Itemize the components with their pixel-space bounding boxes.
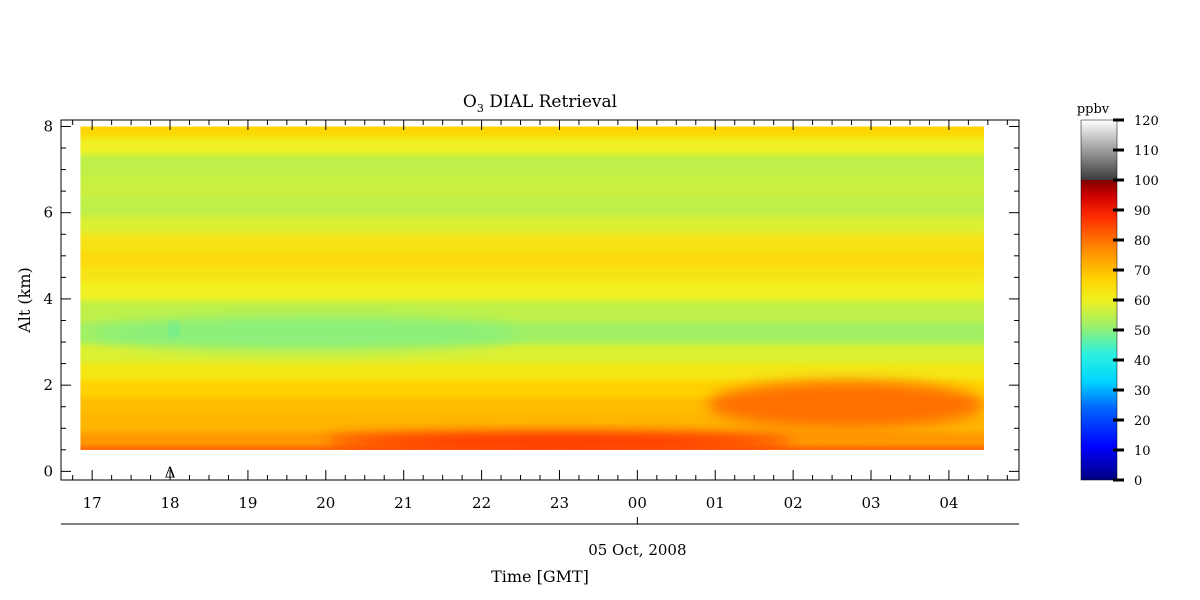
x-tick-label: 02: [784, 494, 803, 512]
y-tick-label: 4: [43, 290, 53, 308]
date-label: 05 Oct, 2008: [588, 541, 686, 559]
colorbar-tick-label: 10: [1134, 444, 1151, 459]
colorbar-unit: ppbv: [1077, 102, 1110, 117]
y-tick-label: 0: [43, 462, 53, 480]
y-axis-label: Alt (km): [15, 267, 34, 334]
colorbar-tick-label: 50: [1134, 324, 1151, 339]
colorbar-tick-label: 110: [1134, 144, 1159, 159]
y-axis-ticks: 0 2 4 6 8: [43, 117, 1019, 480]
x-tick-label: 23: [550, 494, 569, 512]
field-features: [92, 316, 984, 450]
colorbar-ticks: 0 10 20 30 40 50 60 70 80 90 100 110 120: [1113, 114, 1159, 489]
colorbar-tick-label: 100: [1134, 174, 1159, 189]
field-band: [80, 126, 984, 137]
chart-title: O3 DIAL Retrieval: [463, 92, 617, 115]
x-tick-label: 19: [238, 494, 257, 512]
x-tick-label: 22: [472, 494, 491, 512]
field-feature: [92, 316, 521, 351]
x-axis-label: Time [GMT]: [491, 567, 589, 586]
colorbar-tick-label: 20: [1134, 414, 1151, 429]
x-tick-label: 03: [861, 494, 880, 512]
x-tick-label: 01: [706, 494, 725, 512]
ozone-field: [80, 126, 984, 450]
y-tick-label: 6: [43, 204, 53, 222]
colorbar-tick-label: 30: [1134, 384, 1151, 399]
x-tick-label: 00: [628, 494, 647, 512]
x-tick-label: 04: [939, 494, 958, 512]
colorbar-tick-label: 60: [1134, 294, 1151, 309]
y-tick-label: 8: [43, 117, 53, 135]
y-tick-label: 2: [43, 376, 53, 394]
colorbar-tick-label: 0: [1134, 474, 1142, 489]
colorbar-tick-label: 80: [1134, 234, 1151, 249]
field-feature: [170, 324, 178, 334]
colorbar-tick-label: 70: [1134, 264, 1151, 279]
x-tick-label: 21: [394, 494, 413, 512]
colorbar: ppbv 0 10 20 30 40 50 60 70 80 90 100 110 120: [1077, 102, 1159, 489]
x-tick-label: 18: [160, 494, 179, 512]
x-tick-label: 20: [316, 494, 335, 512]
instrument-marker: Δ: [165, 463, 176, 481]
colorbar-tick-label: 40: [1134, 354, 1151, 369]
field-feature: [325, 432, 794, 450]
colorbar-tick-label: 90: [1134, 204, 1151, 219]
x-tick-label: 17: [83, 494, 102, 512]
field-feature: [707, 380, 984, 429]
colorbar-tick-label: 120: [1134, 114, 1159, 129]
colorbar-scale: [1080, 119, 1118, 481]
x-axis-ticks: 17 18 19 20 21 22 23 00 01 02 03 04: [72, 120, 1008, 512]
